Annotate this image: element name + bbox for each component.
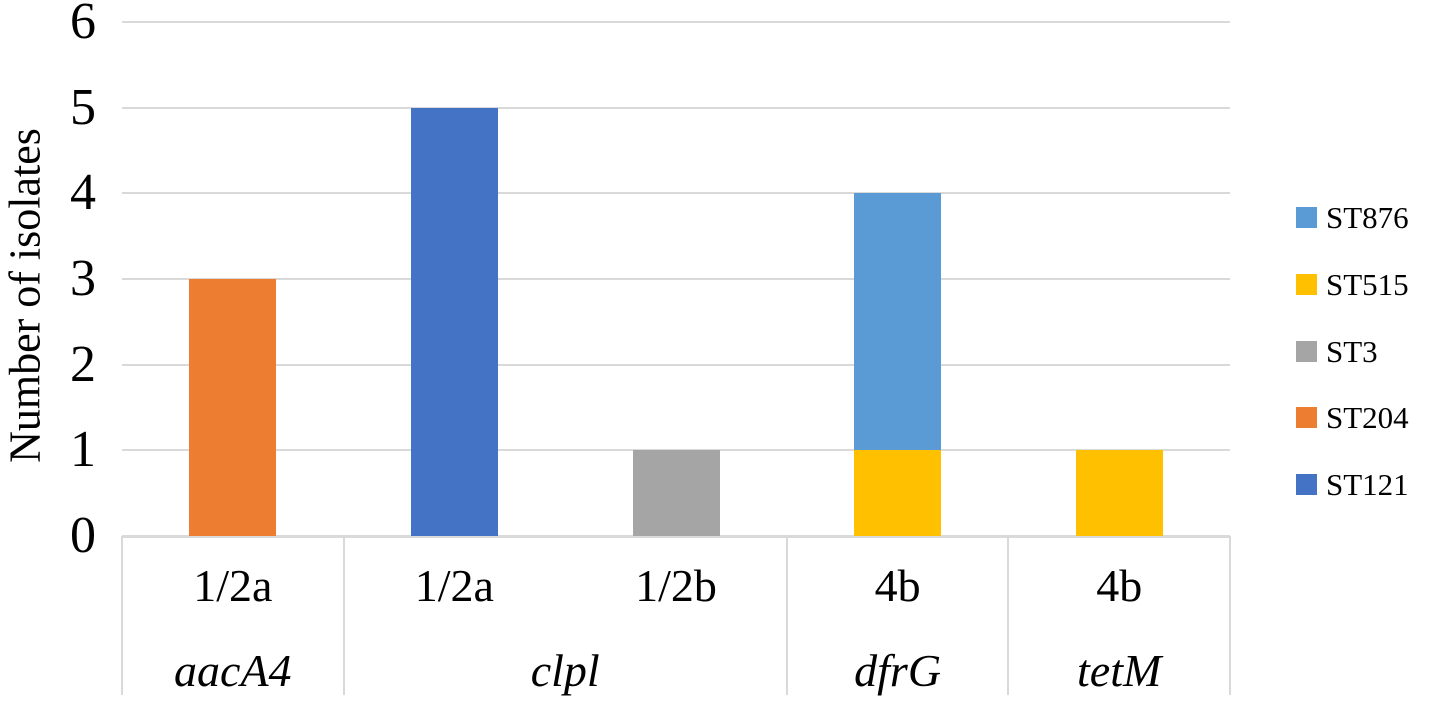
y-tick-label-5: 5 — [70, 78, 96, 136]
legend-swatch-ST121 — [1296, 474, 1317, 496]
legend-entry-ST515: ST515 — [1296, 269, 1409, 300]
legend-label-ST3: ST3 — [1326, 333, 1378, 369]
bar-clpl-12a-ST121 — [410, 107, 498, 536]
bar-tetM-4b-ST515 — [1075, 450, 1163, 536]
legend-swatch-ST204 — [1296, 407, 1317, 429]
legend-entry-ST876: ST876 — [1296, 202, 1409, 233]
y-tick-label-4: 4 — [70, 164, 96, 222]
gene-label-clpl: clpl — [530, 645, 600, 696]
gridline-y3 — [122, 278, 1230, 280]
bar-dfrG-4b-ST876 — [854, 193, 942, 451]
legend-entry-ST121: ST121 — [1296, 469, 1409, 500]
gene-label-tetM: tetM — [1077, 645, 1162, 696]
category-divider-3 — [1007, 536, 1010, 695]
serotype-label-1: 1/2a — [414, 560, 494, 611]
category-divider-4 — [1229, 536, 1231, 695]
y-tick-label-6: 6 — [70, 0, 96, 50]
serotype-label-4: 4b — [1096, 560, 1143, 611]
category-divider-2 — [785, 536, 788, 695]
y-tick-label-3: 3 — [70, 250, 96, 307]
legend-label-ST515: ST515 — [1326, 266, 1409, 302]
legend-entry-ST3: ST3 — [1296, 336, 1378, 367]
bar-aacA4-12a-ST204 — [189, 279, 277, 536]
bar-clpl-12b-ST3 — [632, 450, 720, 536]
serotype-label-3: 4b — [874, 560, 921, 611]
gene-label-dfrG: dfrG — [854, 645, 942, 696]
y-tick-label-1: 1 — [70, 421, 96, 479]
legend-entry-ST204: ST204 — [1296, 402, 1409, 433]
gridline-y5 — [122, 106, 1230, 109]
category-table-top-border — [122, 536, 1230, 538]
gridline-y2 — [122, 363, 1230, 366]
legend-swatch-ST515 — [1296, 273, 1317, 295]
y-tick-label-2: 2 — [70, 335, 96, 393]
legend-swatch-ST3 — [1296, 340, 1317, 362]
category-divider-1 — [342, 536, 345, 695]
legend-label-ST121: ST121 — [1326, 467, 1409, 503]
gridline-y6 — [122, 21, 1230, 23]
legend-swatch-ST876 — [1296, 207, 1317, 228]
serotype-label-2: 1/2b — [635, 560, 717, 611]
gridline-y4 — [122, 192, 1230, 195]
legend-label-ST876: ST876 — [1326, 200, 1409, 235]
gene-label-aacA4: aacA4 — [174, 645, 292, 696]
y-tick-label-0: 0 — [70, 507, 96, 564]
serotype-label-0: 1/2a — [193, 560, 273, 611]
category-divider-0 — [121, 536, 123, 695]
bar-dfrG-4b-ST515 — [854, 450, 942, 536]
legend-label-ST204: ST204 — [1326, 400, 1409, 436]
